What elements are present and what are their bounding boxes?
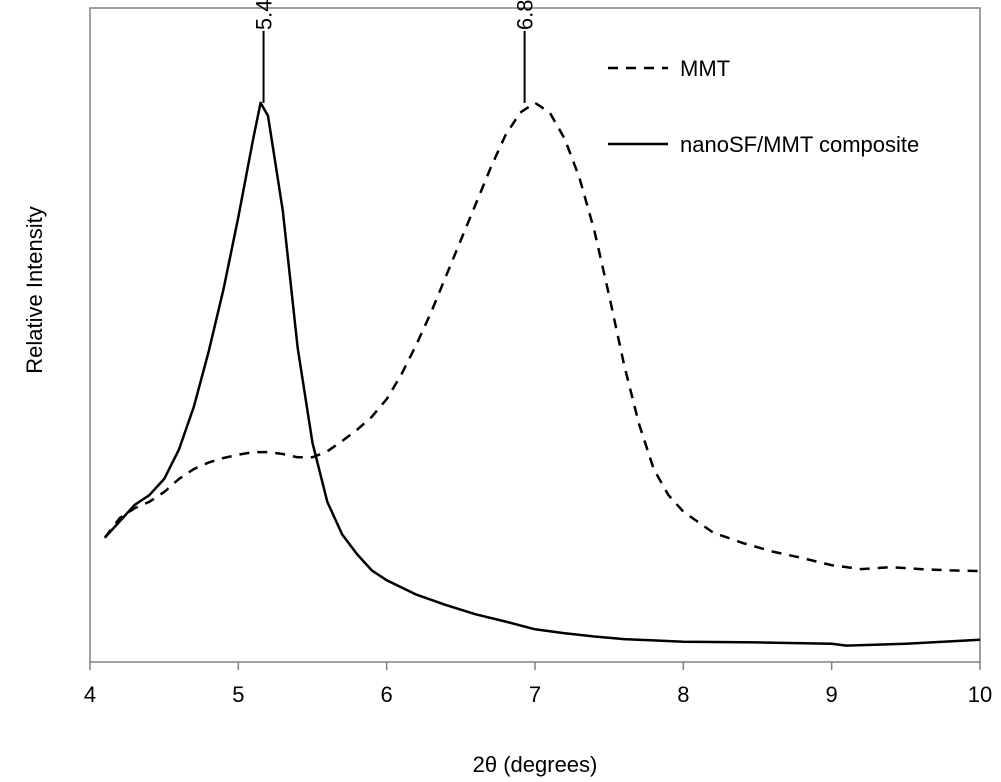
series-line-mmt xyxy=(103,101,981,573)
peak-annotations: 5.4 6.8 xyxy=(252,0,538,103)
x-tick-label: 7 xyxy=(529,682,541,707)
x-tick-label: 10 xyxy=(968,682,992,707)
x-tick-label: 5 xyxy=(232,682,244,707)
y-axis-label: Relative Intensity xyxy=(22,206,47,374)
x-axis-label: 2θ (degrees) xyxy=(473,752,598,777)
legend: MMT nanoSF/MMT composite xyxy=(608,56,919,157)
plot-frame xyxy=(89,7,981,663)
series-line-composite xyxy=(103,101,981,647)
x-ticks: 4 5 6 7 8 9 10 xyxy=(84,662,992,707)
peak-label: 5.4 xyxy=(252,0,277,30)
x-tick-label: 8 xyxy=(677,682,689,707)
peak-label: 6.8 xyxy=(513,0,538,30)
x-tick-label: 6 xyxy=(381,682,393,707)
x-tick-label: 9 xyxy=(826,682,838,707)
x-tick-label: 4 xyxy=(84,682,96,707)
legend-label-composite: nanoSF/MMT composite xyxy=(680,132,919,157)
series-lines xyxy=(103,101,981,647)
legend-label-mmt: MMT xyxy=(680,56,730,81)
